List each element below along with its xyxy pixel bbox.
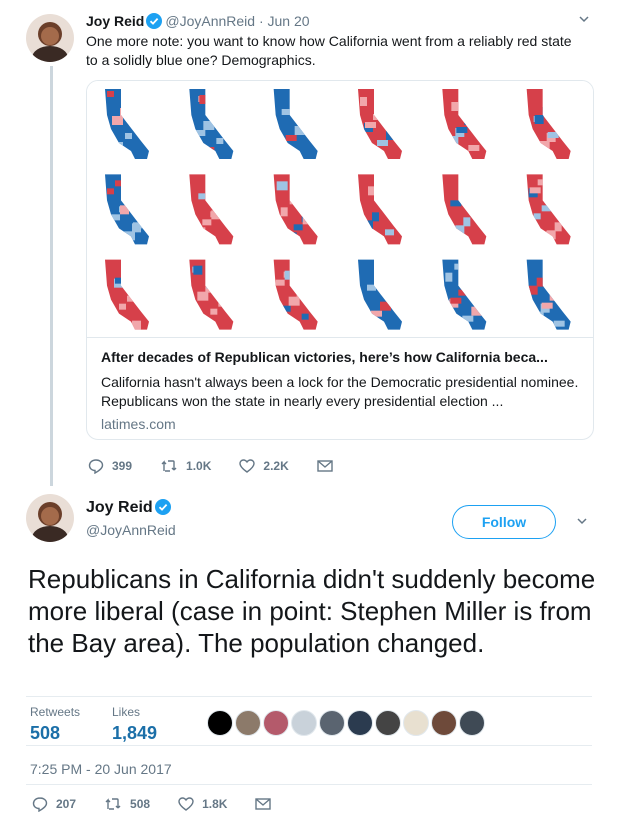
like-button[interactable]: 2.2K	[239, 458, 289, 474]
california-map	[105, 259, 149, 330]
heart-icon	[178, 797, 194, 811]
divider	[26, 745, 592, 746]
author-name-row: Joy Reid	[86, 499, 174, 517]
california-map	[526, 174, 571, 245]
california-map	[189, 89, 234, 159]
verified-icon	[154, 499, 171, 515]
reply-icon	[88, 459, 104, 474]
card-body: After decades of Republican victories, h…	[87, 337, 593, 439]
california-map	[105, 174, 149, 245]
message-button[interactable]	[255, 797, 279, 811]
tweet-actions: 207 508 1.8K	[32, 796, 307, 812]
verified-icon	[146, 13, 163, 29]
tweet-actions: 399 1.0K 2.2K	[88, 458, 369, 474]
link-card[interactable]: After decades of Republican victories, h…	[86, 80, 594, 440]
mail-icon	[317, 460, 333, 472]
liker-avatar[interactable]	[263, 710, 289, 736]
california-map	[273, 259, 318, 330]
liker-avatar[interactable]	[207, 710, 233, 736]
author-name[interactable]: Joy Reid	[86, 499, 153, 516]
like-button[interactable]: 1.8K	[178, 796, 227, 812]
liker-avatar[interactable]	[375, 710, 401, 736]
liker-avatars	[207, 710, 487, 736]
divider	[26, 784, 592, 785]
message-button[interactable]	[317, 459, 341, 473]
tweet-text: Republicans in California didn't suddenl…	[28, 564, 596, 658]
retweet-icon	[105, 798, 121, 810]
california-map	[442, 259, 487, 330]
liker-avatar[interactable]	[319, 710, 345, 736]
liker-avatar[interactable]	[347, 710, 373, 736]
california-map	[526, 259, 571, 330]
california-map	[189, 174, 234, 245]
tweet-header: Joy Reid @JoyAnnReid · Jun 20	[86, 12, 310, 30]
retweets-label: Retweets	[30, 705, 81, 719]
california-map	[358, 259, 402, 330]
chevron-down-icon[interactable]	[576, 514, 588, 532]
liker-avatar[interactable]	[459, 710, 485, 736]
avatar[interactable]	[26, 494, 74, 542]
author-handle[interactable]: @JoyAnnReid	[165, 13, 256, 29]
california-map	[442, 174, 487, 245]
tweet-date[interactable]: Jun 20	[267, 13, 310, 29]
california-map	[189, 259, 234, 330]
reply-count: 207	[56, 797, 77, 811]
retweets-value: 508	[30, 723, 61, 743]
card-description: California hasn't always been a lock for…	[101, 374, 579, 409]
retweet-button[interactable]: 1.0K	[160, 458, 211, 474]
reply-icon	[32, 797, 48, 812]
follow-button[interactable]: Follow	[452, 505, 556, 539]
separator: ·	[258, 13, 264, 29]
tweet-timestamp[interactable]: 7:25 PM - 20 Jun 2017	[30, 761, 172, 777]
liker-avatar[interactable]	[431, 710, 457, 736]
california-map	[358, 89, 402, 159]
card-domain: latimes.com	[101, 416, 176, 432]
chevron-down-icon[interactable]	[578, 12, 590, 30]
card-image	[87, 81, 593, 337]
likes-value: 1,849	[112, 723, 158, 743]
liker-avatar[interactable]	[235, 710, 261, 736]
california-map	[358, 174, 402, 245]
like-count: 2.2K	[263, 459, 289, 473]
retweets-stat[interactable]: Retweets 508	[30, 704, 80, 744]
california-map	[273, 89, 318, 159]
retweet-count: 508	[130, 797, 151, 811]
likes-stat[interactable]: Likes 1,849	[112, 704, 157, 744]
california-map	[273, 174, 318, 245]
california-map	[442, 89, 487, 159]
tweet-text: One more note: you want to know how Cali…	[86, 33, 572, 68]
reply-count: 399	[112, 459, 133, 473]
retweet-count: 1.0K	[186, 459, 212, 473]
avatar[interactable]	[26, 14, 74, 62]
reply-button[interactable]: 207	[32, 796, 76, 812]
liker-avatar[interactable]	[403, 710, 429, 736]
thread-line	[50, 66, 53, 486]
heart-icon	[239, 459, 256, 473]
retweet-button[interactable]: 508	[104, 796, 150, 812]
mail-icon	[255, 798, 272, 810]
divider	[26, 696, 592, 697]
california-map	[526, 89, 571, 159]
card-title: After decades of Republican victories, h…	[101, 349, 548, 365]
like-count: 1.8K	[202, 797, 228, 811]
author-name[interactable]: Joy Reid	[86, 13, 145, 29]
author-handle[interactable]: @JoyAnnReid	[86, 522, 176, 538]
reply-button[interactable]: 399	[88, 458, 132, 474]
california-map	[105, 89, 149, 159]
retweet-icon	[161, 460, 177, 472]
likes-label: Likes	[112, 705, 141, 719]
liker-avatar[interactable]	[291, 710, 317, 736]
